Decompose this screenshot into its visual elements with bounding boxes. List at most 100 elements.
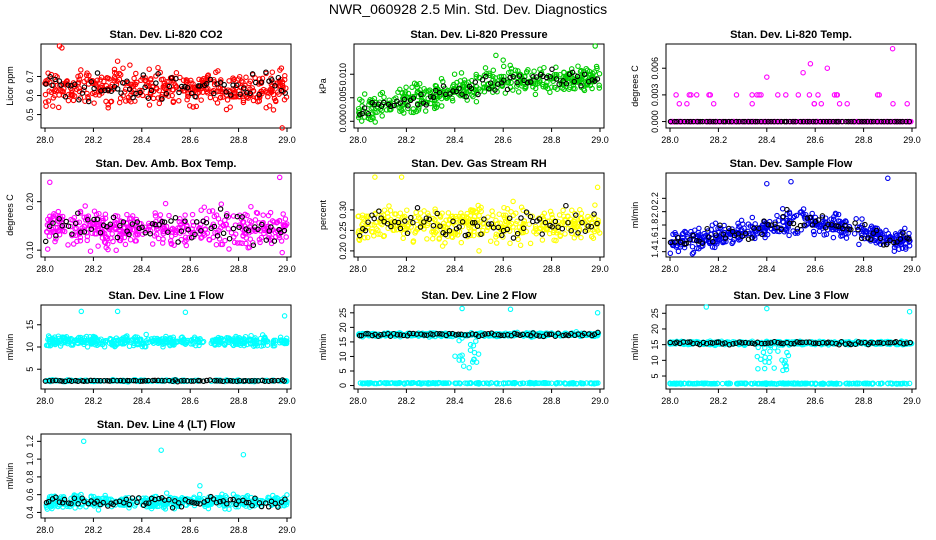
chart-panel-8: Stan. Dev. Line 2 Flowml/min051015202528… [318, 290, 609, 406]
data-point-black [574, 73, 581, 80]
data-point [119, 231, 125, 238]
data-point [153, 231, 160, 238]
data-point [196, 76, 202, 83]
data-point [169, 92, 175, 99]
data-point [404, 207, 410, 213]
data-point [557, 71, 563, 78]
data-point [447, 87, 454, 93]
data-point [89, 90, 96, 97]
data-point-black [762, 118, 768, 125]
data-point-black [259, 221, 265, 228]
data-point [413, 81, 420, 88]
x-tick-label: 28.4 [133, 135, 151, 145]
data-point-black [81, 84, 88, 90]
y-axis-label: ml/min [630, 202, 640, 229]
data-point [399, 89, 405, 96]
data-point [422, 108, 429, 114]
data-point-black [884, 118, 891, 125]
data-point [675, 248, 682, 255]
x-tick-label: 28.4 [758, 396, 776, 406]
data-point [77, 210, 84, 216]
data-point [283, 234, 289, 240]
data-point [245, 245, 251, 251]
data-point [591, 228, 598, 235]
data-point [767, 348, 773, 355]
data-point-black [102, 87, 108, 94]
data-point [853, 216, 859, 222]
data-point-black [207, 76, 214, 83]
data-point [553, 230, 560, 236]
data-point [890, 101, 896, 107]
data-point [420, 91, 427, 98]
data-point [201, 204, 208, 210]
data-point [55, 228, 61, 234]
data-point [594, 310, 601, 316]
data-point [213, 241, 220, 248]
data-point [228, 230, 235, 236]
y-tick-label: 15 [25, 320, 35, 330]
data-point [92, 91, 99, 98]
data-point [240, 97, 247, 104]
data-point-black [790, 118, 796, 125]
data-point-black [527, 79, 534, 85]
data-point [279, 249, 285, 256]
x-tick-label: 29.0 [278, 396, 296, 406]
data-point [514, 83, 520, 89]
data-point-black [894, 118, 900, 125]
y-axis-label: kPa [318, 78, 328, 94]
data-point [534, 80, 541, 87]
data-point [183, 237, 189, 244]
data-point [257, 239, 263, 246]
data-point [706, 92, 712, 98]
data-point-black [184, 84, 191, 91]
data-point [445, 210, 452, 216]
x-tick-label: 29.0 [278, 135, 296, 145]
chart-title: Stan. Dev. Line 2 Flow [421, 290, 537, 302]
data-point-black [765, 118, 771, 125]
data-point [42, 91, 49, 98]
data-point [836, 101, 843, 107]
data-point [358, 118, 365, 124]
y-tick-label: 10 [25, 342, 35, 352]
data-point [163, 228, 170, 234]
data-point-black [163, 90, 170, 97]
data-point-black [578, 82, 584, 89]
data-point-black [459, 91, 465, 97]
x-tick-label: 29.0 [903, 396, 921, 406]
data-point [70, 97, 77, 104]
data-point [456, 82, 463, 88]
x-tick-label: 28.8 [543, 135, 561, 145]
data-point [169, 225, 176, 232]
data-point-black [397, 100, 404, 106]
data-point-black [415, 101, 421, 108]
data-point [507, 62, 513, 69]
data-point [567, 84, 573, 91]
data-point [253, 209, 260, 216]
data-point-black [91, 216, 97, 223]
data-point-black [182, 84, 188, 90]
data-point-black [105, 87, 111, 93]
x-tick-label: 28.6 [494, 135, 512, 145]
data-point [220, 223, 227, 229]
data-point-black [217, 206, 224, 212]
data-point [50, 213, 56, 219]
data-point [372, 174, 378, 180]
data-point [477, 88, 484, 94]
data-point-black [94, 216, 101, 222]
data-point-black [192, 231, 198, 238]
y-tick-label: 15 [338, 337, 348, 347]
data-point-black [725, 118, 732, 125]
data-point [477, 223, 483, 230]
data-point [851, 230, 858, 237]
data-point [105, 102, 111, 108]
data-point [405, 90, 412, 97]
data-point [273, 219, 280, 226]
data-point [207, 94, 214, 101]
data-point-black [436, 89, 443, 96]
data-point [199, 234, 205, 240]
plot-frame [353, 43, 605, 129]
data-point-black [97, 229, 104, 236]
data-point-black [405, 102, 411, 109]
data-point [231, 76, 237, 83]
data-point [56, 92, 62, 98]
